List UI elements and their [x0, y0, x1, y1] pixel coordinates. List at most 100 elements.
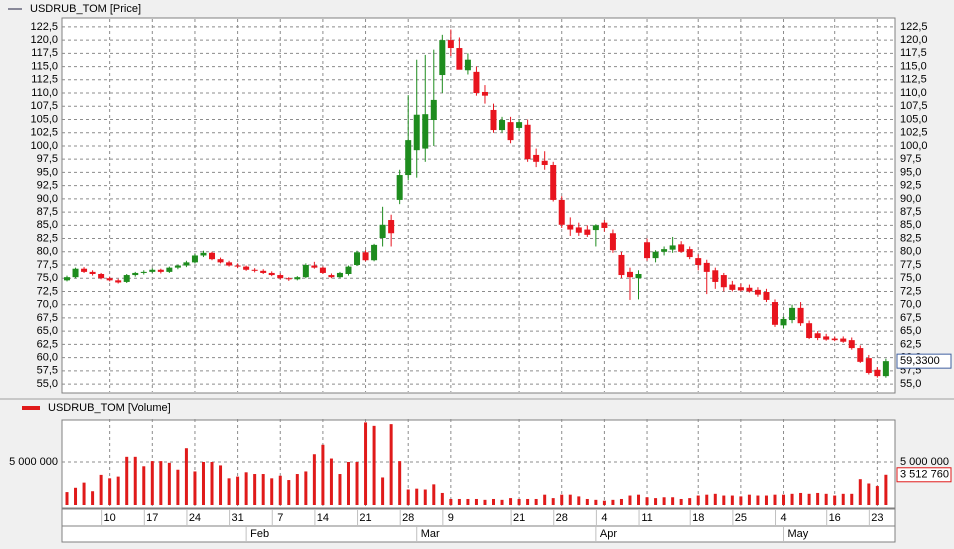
bar: [244, 472, 248, 505]
candle-body: [857, 348, 864, 362]
bar: [594, 499, 598, 505]
bar: [193, 471, 197, 505]
y-tick-label: 67,5: [900, 312, 921, 324]
candle-body: [191, 255, 198, 263]
candle-body: [123, 275, 130, 282]
candle-body: [268, 272, 275, 276]
candle-body: [166, 267, 173, 272]
bar: [287, 480, 291, 505]
bar: [270, 478, 274, 505]
x-tick-label: 14: [317, 512, 329, 524]
x-tick-label: 10: [104, 512, 116, 524]
bar: [756, 495, 760, 505]
candle-body: [64, 277, 70, 281]
y-tick-label: 75,0: [900, 272, 921, 284]
bar: [398, 461, 402, 505]
candle-body: [771, 302, 778, 325]
y-tick-label: 82,5: [37, 232, 58, 244]
x-tick-label: 25: [735, 512, 747, 524]
y-tick-label: 85,0: [900, 219, 921, 231]
bar: [466, 498, 470, 505]
bar: [91, 491, 95, 505]
y-tick-label: 97,5: [900, 153, 921, 165]
bar: [543, 494, 547, 505]
bar: [449, 498, 453, 505]
candle-body: [541, 160, 548, 165]
candle-body: [481, 91, 488, 96]
bar: [150, 461, 154, 505]
bar: [210, 461, 214, 505]
last-value-label: 3 512 760: [900, 469, 949, 481]
y-tick-label: 122,5: [900, 21, 928, 33]
candle-body: [277, 275, 284, 279]
bar: [841, 493, 845, 505]
candle-body: [447, 40, 454, 49]
bar: [637, 494, 641, 505]
bar: [159, 461, 163, 505]
bar: [739, 496, 743, 505]
bar: [858, 479, 862, 505]
y-tick-label: 120,0: [900, 34, 928, 46]
y-tick-label: 80,0: [900, 246, 921, 258]
candle-body: [618, 254, 625, 276]
candle-body: [81, 268, 88, 272]
bar: [747, 494, 751, 505]
y-tick-label: 90,0: [900, 193, 921, 205]
bar: [321, 444, 325, 505]
bar: [773, 494, 777, 505]
candle-body: [550, 164, 557, 200]
y-tick-label: 87,5: [37, 206, 58, 218]
candle-body: [703, 262, 710, 272]
candle-body: [311, 265, 318, 268]
y-tick-label: 55,0: [900, 378, 921, 390]
bar: [227, 478, 231, 505]
candle-body: [183, 262, 190, 266]
candle-body: [840, 338, 847, 342]
month-label: Apr: [600, 528, 617, 540]
bar: [201, 461, 205, 505]
bar: [278, 475, 282, 505]
bar: [82, 482, 86, 505]
candle-body: [592, 225, 599, 231]
y-tick-label: 107,5: [900, 100, 928, 112]
y-tick-label: 65,0: [37, 325, 58, 337]
y-tick-label: 100,0: [30, 140, 58, 152]
y-tick-label: 105,0: [900, 113, 928, 125]
bar: [816, 492, 820, 505]
y-tick-label: 77,5: [37, 259, 58, 271]
candle-body: [98, 273, 105, 279]
candle-body: [251, 269, 258, 271]
x-tick-label: 16: [829, 512, 841, 524]
candle-body: [652, 251, 659, 259]
candle-body: [405, 140, 412, 176]
y-tick-label: 117,5: [31, 47, 58, 59]
y-tick-label: 5 000 000: [9, 456, 58, 468]
candle-body: [379, 224, 386, 239]
x-tick-label: 9: [448, 512, 454, 524]
y-tick-label: 5 000 000: [900, 456, 949, 468]
bar: [500, 499, 504, 505]
bar: [782, 494, 786, 505]
candle-body: [797, 307, 804, 324]
bar: [329, 458, 333, 505]
bar: [125, 456, 129, 505]
bar: [372, 425, 376, 505]
y-tick-label: 90,0: [37, 193, 58, 205]
y-tick-label: 97,5: [37, 153, 58, 165]
y-tick-label: 87,5: [900, 206, 921, 218]
bar: [551, 498, 555, 505]
candle-body: [729, 284, 736, 290]
candle-body: [686, 249, 693, 258]
last-value-label: 59,3300: [900, 355, 940, 367]
y-tick-label: 110,0: [900, 87, 927, 99]
candle-body: [669, 245, 676, 250]
month-label: Feb: [250, 528, 269, 540]
y-tick-label: 102,5: [30, 127, 58, 139]
candle-body: [157, 269, 164, 272]
bar: [253, 474, 257, 505]
candle-body: [882, 361, 889, 377]
candle-body: [422, 114, 429, 149]
bar: [526, 498, 530, 505]
month-axis: [61, 525, 896, 543]
